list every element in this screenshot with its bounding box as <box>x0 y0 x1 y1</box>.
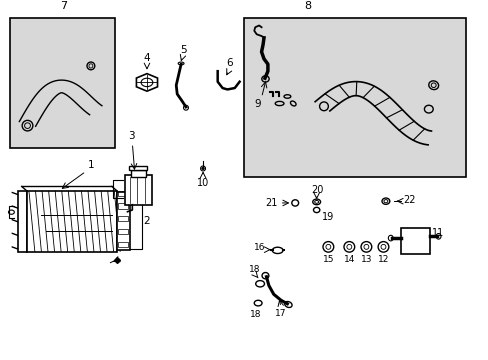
Bar <box>10 18 115 148</box>
Bar <box>118 216 128 221</box>
Text: 18: 18 <box>250 310 262 319</box>
Text: 9: 9 <box>254 99 261 109</box>
Bar <box>129 166 147 170</box>
Bar <box>118 229 128 234</box>
Bar <box>400 228 429 254</box>
Text: 4: 4 <box>143 53 150 63</box>
Text: 10: 10 <box>197 178 209 188</box>
Text: 12: 12 <box>377 255 388 264</box>
Text: 8: 8 <box>304 1 311 12</box>
Bar <box>26 191 117 252</box>
Text: 5: 5 <box>180 45 186 55</box>
Text: 18: 18 <box>248 265 260 274</box>
Bar <box>244 18 466 177</box>
Text: 17: 17 <box>275 309 286 318</box>
Bar <box>118 191 128 196</box>
Text: 7: 7 <box>61 1 67 12</box>
Text: 1: 1 <box>87 159 94 170</box>
Text: 2: 2 <box>143 216 150 226</box>
Text: 11: 11 <box>431 228 443 238</box>
Bar <box>118 242 128 247</box>
Text: 14: 14 <box>343 255 354 264</box>
Text: 19: 19 <box>321 212 333 222</box>
Text: 15: 15 <box>322 255 333 264</box>
Text: 20: 20 <box>311 185 323 195</box>
Text: 16: 16 <box>253 243 265 252</box>
Text: 6: 6 <box>226 58 233 68</box>
Text: 3: 3 <box>128 131 134 141</box>
Text: 22: 22 <box>403 195 415 206</box>
Bar <box>18 191 26 252</box>
Bar <box>117 192 130 250</box>
Text: 13: 13 <box>360 255 371 264</box>
Ellipse shape <box>202 167 204 170</box>
Bar <box>118 203 128 209</box>
Bar <box>125 175 152 205</box>
Text: 21: 21 <box>265 198 277 208</box>
Bar <box>131 170 145 177</box>
